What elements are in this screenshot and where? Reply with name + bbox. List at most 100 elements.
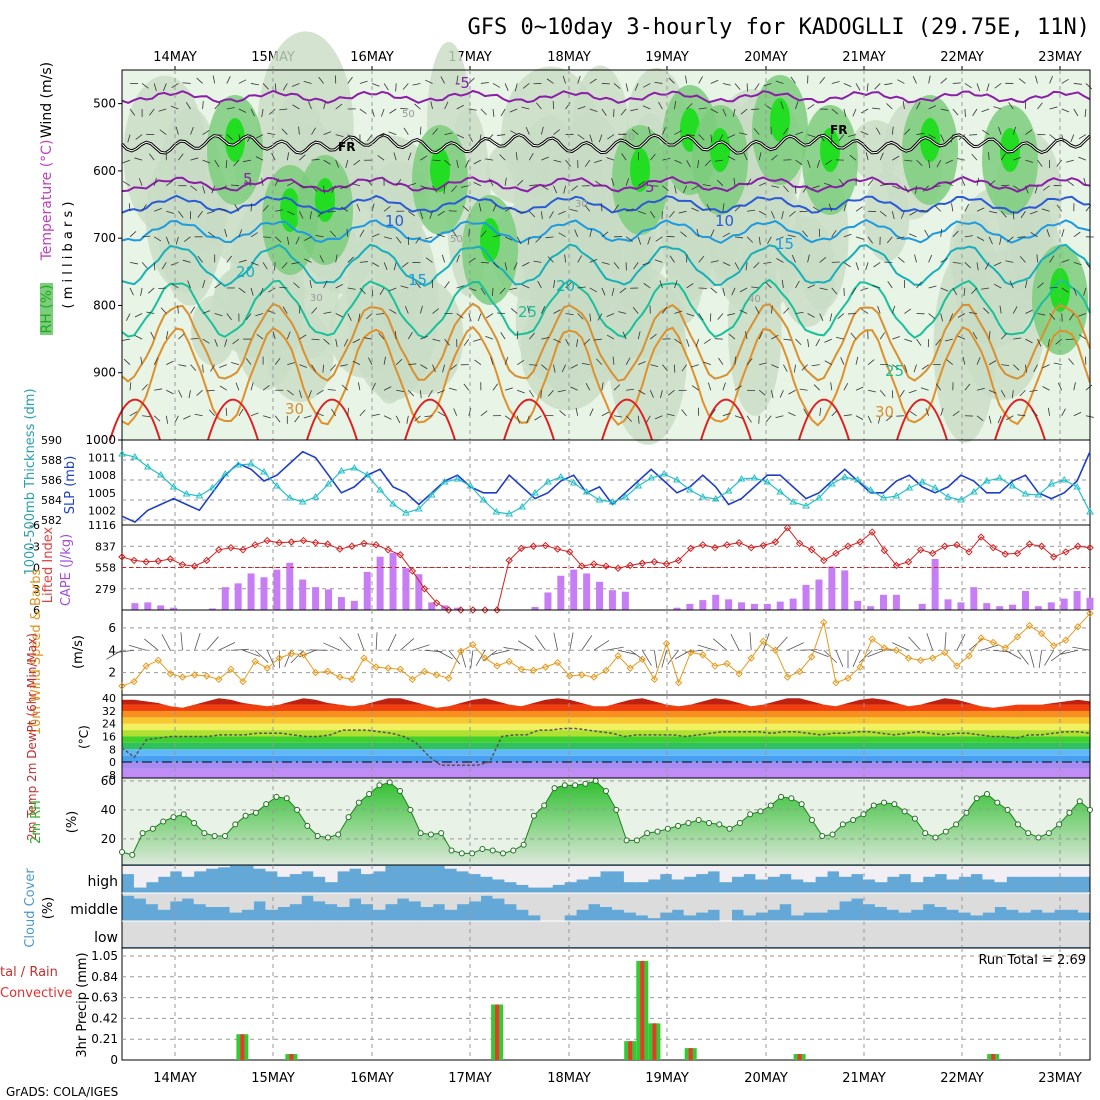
wind-barb xyxy=(558,232,566,238)
cloud-cell xyxy=(384,893,398,905)
cloud-units-label: (%) xyxy=(41,897,56,920)
rh-point xyxy=(479,846,486,853)
lifted-index-point xyxy=(832,549,840,558)
lifted-index-point xyxy=(578,562,586,570)
rh-point xyxy=(458,850,465,857)
thickness-point xyxy=(879,494,888,501)
wind-barb xyxy=(553,309,561,314)
cloud-cell xyxy=(647,921,661,947)
lifted-index-point xyxy=(711,543,719,552)
wind-barb xyxy=(323,159,331,165)
cloud-cell xyxy=(839,921,852,947)
wind-barb xyxy=(921,364,929,370)
wind-speed-point xyxy=(505,657,513,666)
cloud-cell xyxy=(958,921,971,947)
wind-barb xyxy=(972,108,978,116)
wind-barb xyxy=(456,313,464,319)
cape-bar xyxy=(970,587,978,610)
cloud-cell xyxy=(1018,893,1031,913)
wind-barb xyxy=(886,236,893,244)
thickness-point xyxy=(156,471,165,478)
wind-barb xyxy=(606,334,615,340)
wind-barb xyxy=(751,286,760,289)
wind-barb xyxy=(178,390,183,398)
wind-barb xyxy=(128,203,131,212)
rh-tick-label: 20 xyxy=(101,832,116,846)
cloud-cell xyxy=(767,866,780,877)
cloud-cell xyxy=(205,866,219,869)
wind-barb xyxy=(150,331,155,340)
lifted-index-point xyxy=(602,562,610,570)
wind-barb xyxy=(142,415,151,418)
wind-barb xyxy=(865,152,869,161)
wind-barb xyxy=(704,159,712,167)
wind-barb xyxy=(347,134,354,142)
wind-barb xyxy=(855,262,859,271)
lifted-index-point xyxy=(517,544,526,553)
cape-bar xyxy=(428,602,436,610)
temp-band xyxy=(122,710,1090,718)
wind-barb xyxy=(545,414,554,417)
wind-barb xyxy=(812,185,820,189)
wind-barb xyxy=(165,415,169,424)
wind-barb xyxy=(219,208,227,212)
wind-barb xyxy=(1031,409,1038,417)
lifted-index-point xyxy=(372,541,380,549)
wind-barb xyxy=(178,211,184,218)
wind-barb xyxy=(383,356,386,365)
contour-label: 20 xyxy=(236,263,255,281)
wind-barb xyxy=(516,179,524,186)
cloud-cell xyxy=(241,921,254,947)
wind-barb xyxy=(299,154,306,161)
slp-tick-label: 1011 xyxy=(88,452,116,465)
wind-barb xyxy=(597,313,603,321)
wind-barb xyxy=(993,283,1002,289)
cloud-row-label: middle xyxy=(70,902,118,918)
wind-barb xyxy=(509,108,518,113)
wind-barb xyxy=(998,126,1002,135)
wind-barb xyxy=(486,313,494,319)
wind-barb xyxy=(1049,106,1058,110)
wind-barb xyxy=(830,382,833,391)
wind-barb xyxy=(1047,339,1050,347)
cloud-cell xyxy=(874,893,888,907)
cloud-cell xyxy=(659,866,673,875)
bottom-date-label: 15MAY xyxy=(251,1071,295,1086)
wind-barb xyxy=(522,83,530,89)
wind-barb xyxy=(128,644,147,651)
wind-barb xyxy=(122,338,131,341)
wind-barb xyxy=(632,307,639,314)
wind-barb xyxy=(807,313,815,318)
cloud-cell xyxy=(384,921,398,947)
cloud-cell xyxy=(659,921,673,947)
wind-barb xyxy=(1047,407,1050,416)
wind-barb xyxy=(749,632,752,651)
wind-barb xyxy=(613,83,621,89)
cloud-cell xyxy=(707,893,721,910)
wind-barb xyxy=(516,236,522,245)
wind-barb xyxy=(716,179,724,186)
wind-barb xyxy=(972,331,978,340)
wind-barb xyxy=(545,236,554,239)
lifted-index-point xyxy=(275,539,284,547)
wind-speed-point xyxy=(299,651,308,659)
cape-bar xyxy=(725,599,733,610)
wind-speed-point xyxy=(130,677,138,686)
rh-point xyxy=(561,782,568,789)
rh-point xyxy=(798,801,805,808)
wind-barb xyxy=(371,83,380,87)
wind-barb xyxy=(1025,185,1029,194)
wind-barb xyxy=(1012,126,1017,135)
wind-barb xyxy=(528,332,535,340)
wind-barb xyxy=(159,129,167,135)
cloud-cell xyxy=(456,893,470,905)
wind-barb xyxy=(474,359,482,365)
wind-barb xyxy=(340,185,348,190)
wind-barb xyxy=(473,159,482,165)
wind-barb xyxy=(250,83,259,86)
wind-barb xyxy=(166,210,175,214)
wind-barb xyxy=(1049,255,1055,263)
cloud-cell xyxy=(994,921,1007,947)
contour-label: 10 xyxy=(385,212,404,230)
wind-barb xyxy=(957,335,966,340)
